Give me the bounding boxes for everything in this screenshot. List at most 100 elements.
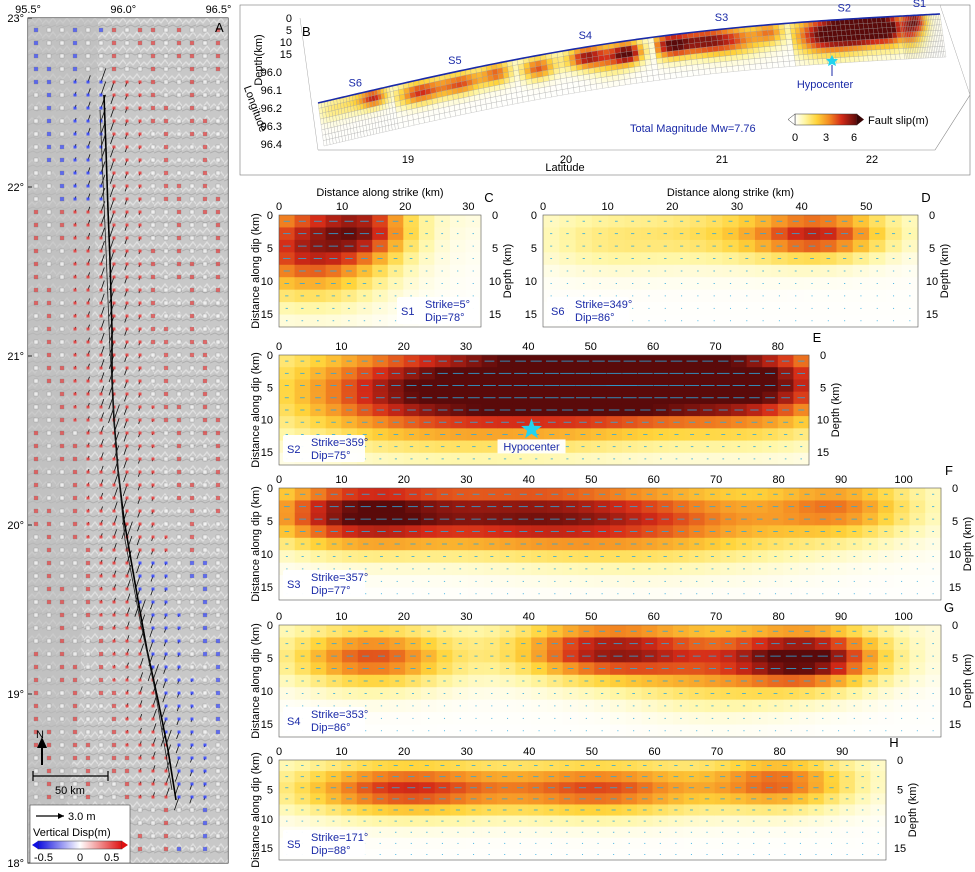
gps-station (150, 196, 156, 202)
gps-station (59, 625, 65, 631)
gps-station (202, 313, 208, 319)
gps-station (150, 222, 156, 228)
gps-station (33, 560, 39, 566)
gps-station (59, 209, 65, 215)
gps-station (85, 703, 91, 709)
gps-station (202, 170, 208, 176)
gps-station (202, 196, 208, 202)
gps-station (215, 586, 221, 592)
gps-station (33, 66, 39, 72)
gps-station (202, 118, 208, 124)
dip-tick: 0 (267, 620, 273, 632)
gps-station (176, 326, 182, 332)
dip-tick: 0 (267, 483, 273, 495)
gps-station (33, 391, 39, 397)
gps-station (111, 794, 117, 800)
gps-station (163, 443, 169, 449)
dip-tick: 15 (261, 582, 273, 594)
gps-station (163, 495, 169, 501)
gps-station (163, 144, 169, 150)
gps-station (163, 261, 169, 267)
gps-station (150, 300, 156, 306)
latitude-tick: 22 (866, 154, 878, 166)
gps-station (98, 768, 104, 774)
gps-station (59, 352, 65, 358)
gps-station (215, 391, 221, 397)
gps-station (215, 755, 221, 761)
gps-station (33, 443, 39, 449)
displacement-vector (113, 501, 118, 512)
depth-tick: 10 (894, 814, 906, 826)
depth-axis-label: Depth (km) (962, 517, 974, 571)
gps-station (59, 196, 65, 202)
gps-station (72, 495, 78, 501)
gps-station (189, 534, 195, 540)
gps-station (85, 768, 91, 774)
gps-station (137, 833, 143, 839)
gps-station (46, 586, 52, 592)
depth-axis-label: Depth (km) (502, 244, 514, 298)
gps-station (150, 53, 156, 59)
displacement-vector (113, 473, 119, 486)
panel-letter: G (944, 600, 954, 615)
gps-station (46, 508, 52, 514)
gps-station (72, 625, 78, 631)
gps-station (33, 612, 39, 618)
gps-station (33, 794, 39, 800)
gps-station (176, 27, 182, 33)
gps-station (202, 144, 208, 150)
slip-panel-g: 0 10 20 30 40 50 60 70 80 90 100051015051015Depth … (250, 600, 974, 739)
gps-station (46, 495, 52, 501)
depth-tick: 0 (492, 210, 498, 222)
gps-station (215, 417, 221, 423)
gps-station (189, 248, 195, 254)
gps-station (176, 573, 182, 579)
gps-station (163, 157, 169, 163)
depth-tick: 10 (817, 415, 829, 427)
gps-station (72, 508, 78, 514)
gps-station (46, 300, 52, 306)
displacement-vector (100, 280, 105, 291)
gps-station (202, 560, 208, 566)
gps-station (189, 118, 195, 124)
depth-tick: 5 (820, 382, 826, 394)
gps-station (176, 495, 182, 501)
gps-station (46, 534, 52, 540)
gps-station (33, 521, 39, 527)
gps-station (163, 521, 169, 527)
gps-station (72, 27, 78, 33)
gps-station (176, 118, 182, 124)
vertical-colorbar (37, 840, 123, 850)
gps-station (33, 326, 39, 332)
gps-station (176, 300, 182, 306)
gps-station (176, 261, 182, 267)
strike-tick: 80 (772, 341, 784, 353)
gps-station (189, 287, 195, 293)
gps-station (72, 755, 78, 761)
gps-station (215, 716, 221, 722)
gps-station (215, 677, 221, 683)
displacement-vector (174, 770, 180, 782)
gps-station (72, 66, 78, 72)
gps-station (202, 274, 208, 280)
depth-axis-label: Depth(km) (253, 34, 265, 85)
gps-station (176, 209, 182, 215)
hypocenter-marker (826, 55, 838, 76)
gps-station (111, 27, 117, 33)
strike-tick: 10 (602, 201, 614, 213)
gps-station (176, 287, 182, 293)
longitude-tick: 96.3 (261, 121, 282, 133)
gps-station (33, 404, 39, 410)
depth-axis-label: Depth (km) (907, 783, 919, 837)
gps-station (46, 794, 52, 800)
gps-station (215, 430, 221, 436)
gps-station (163, 196, 169, 202)
gps-station (59, 274, 65, 280)
gps-station (189, 183, 195, 189)
gps-station (33, 742, 39, 748)
map-x-tick: 96.0° (110, 4, 136, 16)
segment-label: S1 (913, 0, 926, 10)
slip-colorbar-tick: 3 (823, 132, 829, 144)
gps-station (176, 560, 182, 566)
